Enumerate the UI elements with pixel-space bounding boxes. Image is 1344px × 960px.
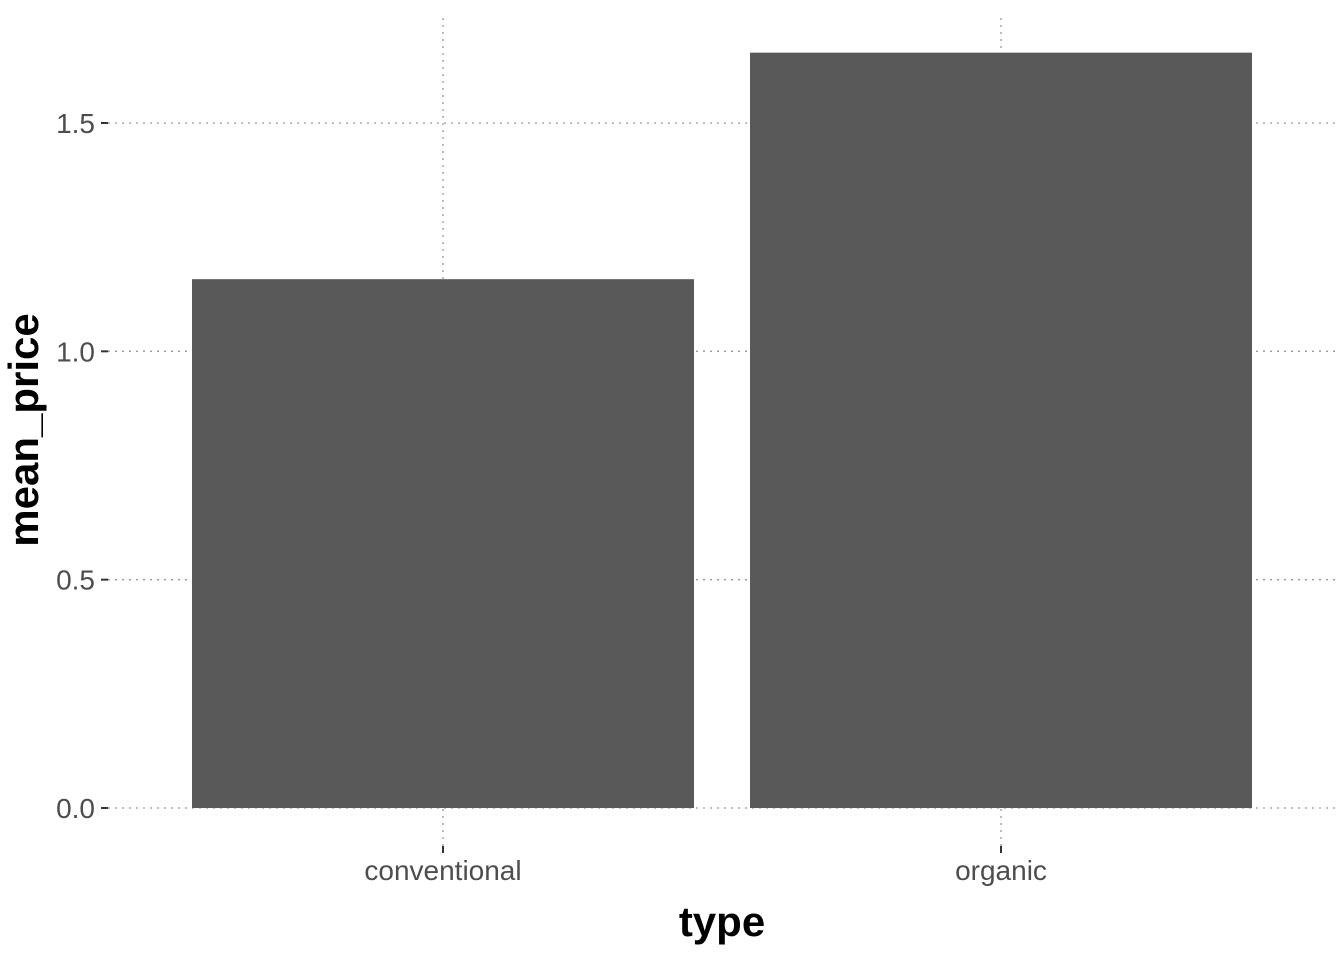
bar-organic (750, 52, 1252, 808)
y-axis-title: mean_price (0, 313, 47, 546)
bar-layer (192, 52, 1252, 808)
bar-conventional (192, 279, 694, 808)
axis-layer: 0.0 0.5 1.0 1.5 conventional organic (56, 108, 1047, 886)
y-tick-label: 0.0 (56, 793, 95, 824)
x-tick-label-organic: organic (955, 855, 1047, 886)
x-tick-label-conventional: conventional (364, 855, 521, 886)
x-axis-title: type (679, 898, 765, 945)
y-tick-label: 1.0 (56, 336, 95, 367)
y-tick-label: 1.5 (56, 108, 95, 139)
y-tick-label: 0.5 (56, 565, 95, 596)
